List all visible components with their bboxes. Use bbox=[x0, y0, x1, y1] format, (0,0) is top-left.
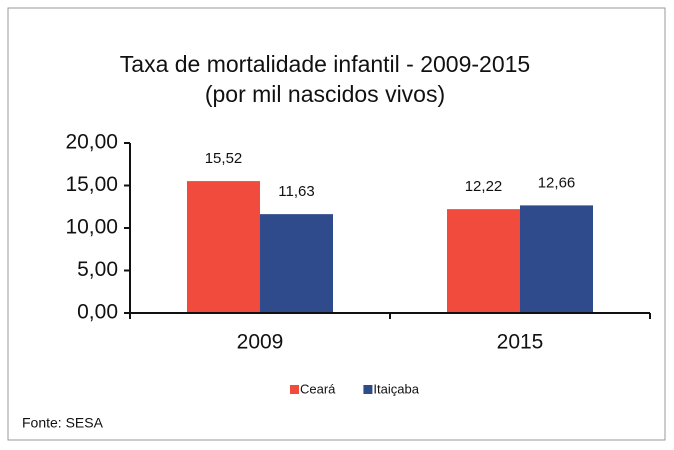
bar bbox=[520, 205, 593, 313]
y-tick-label: 10,00 bbox=[65, 216, 118, 239]
chart-subtitle: (por mil nascidos vivos) bbox=[205, 81, 445, 107]
legend-label: Itaiçaba bbox=[373, 381, 419, 396]
y-tick-label: 0,00 bbox=[77, 301, 118, 324]
legend-swatch bbox=[363, 385, 373, 394]
legend-swatch bbox=[290, 385, 299, 394]
data-label: 11,63 bbox=[278, 183, 314, 200]
x-tick-label: 2015 bbox=[497, 331, 544, 354]
y-tick-label: 20,00 bbox=[65, 131, 118, 154]
data-label: 12,66 bbox=[538, 174, 576, 191]
source-note: Fonte: SESA bbox=[22, 415, 104, 431]
bar bbox=[447, 209, 520, 313]
y-tick-label: 5,00 bbox=[77, 258, 118, 281]
data-label: 12,22 bbox=[465, 178, 503, 195]
y-tick-label: 15,00 bbox=[65, 173, 118, 196]
bar bbox=[260, 214, 333, 313]
data-label: 15,52 bbox=[205, 150, 243, 167]
bar bbox=[187, 181, 260, 313]
x-tick-label: 2009 bbox=[237, 331, 284, 354]
legend-label: Ceará bbox=[300, 381, 336, 396]
chart-title: Taxa de mortalidade infantil - 2009-2015 bbox=[120, 51, 530, 77]
